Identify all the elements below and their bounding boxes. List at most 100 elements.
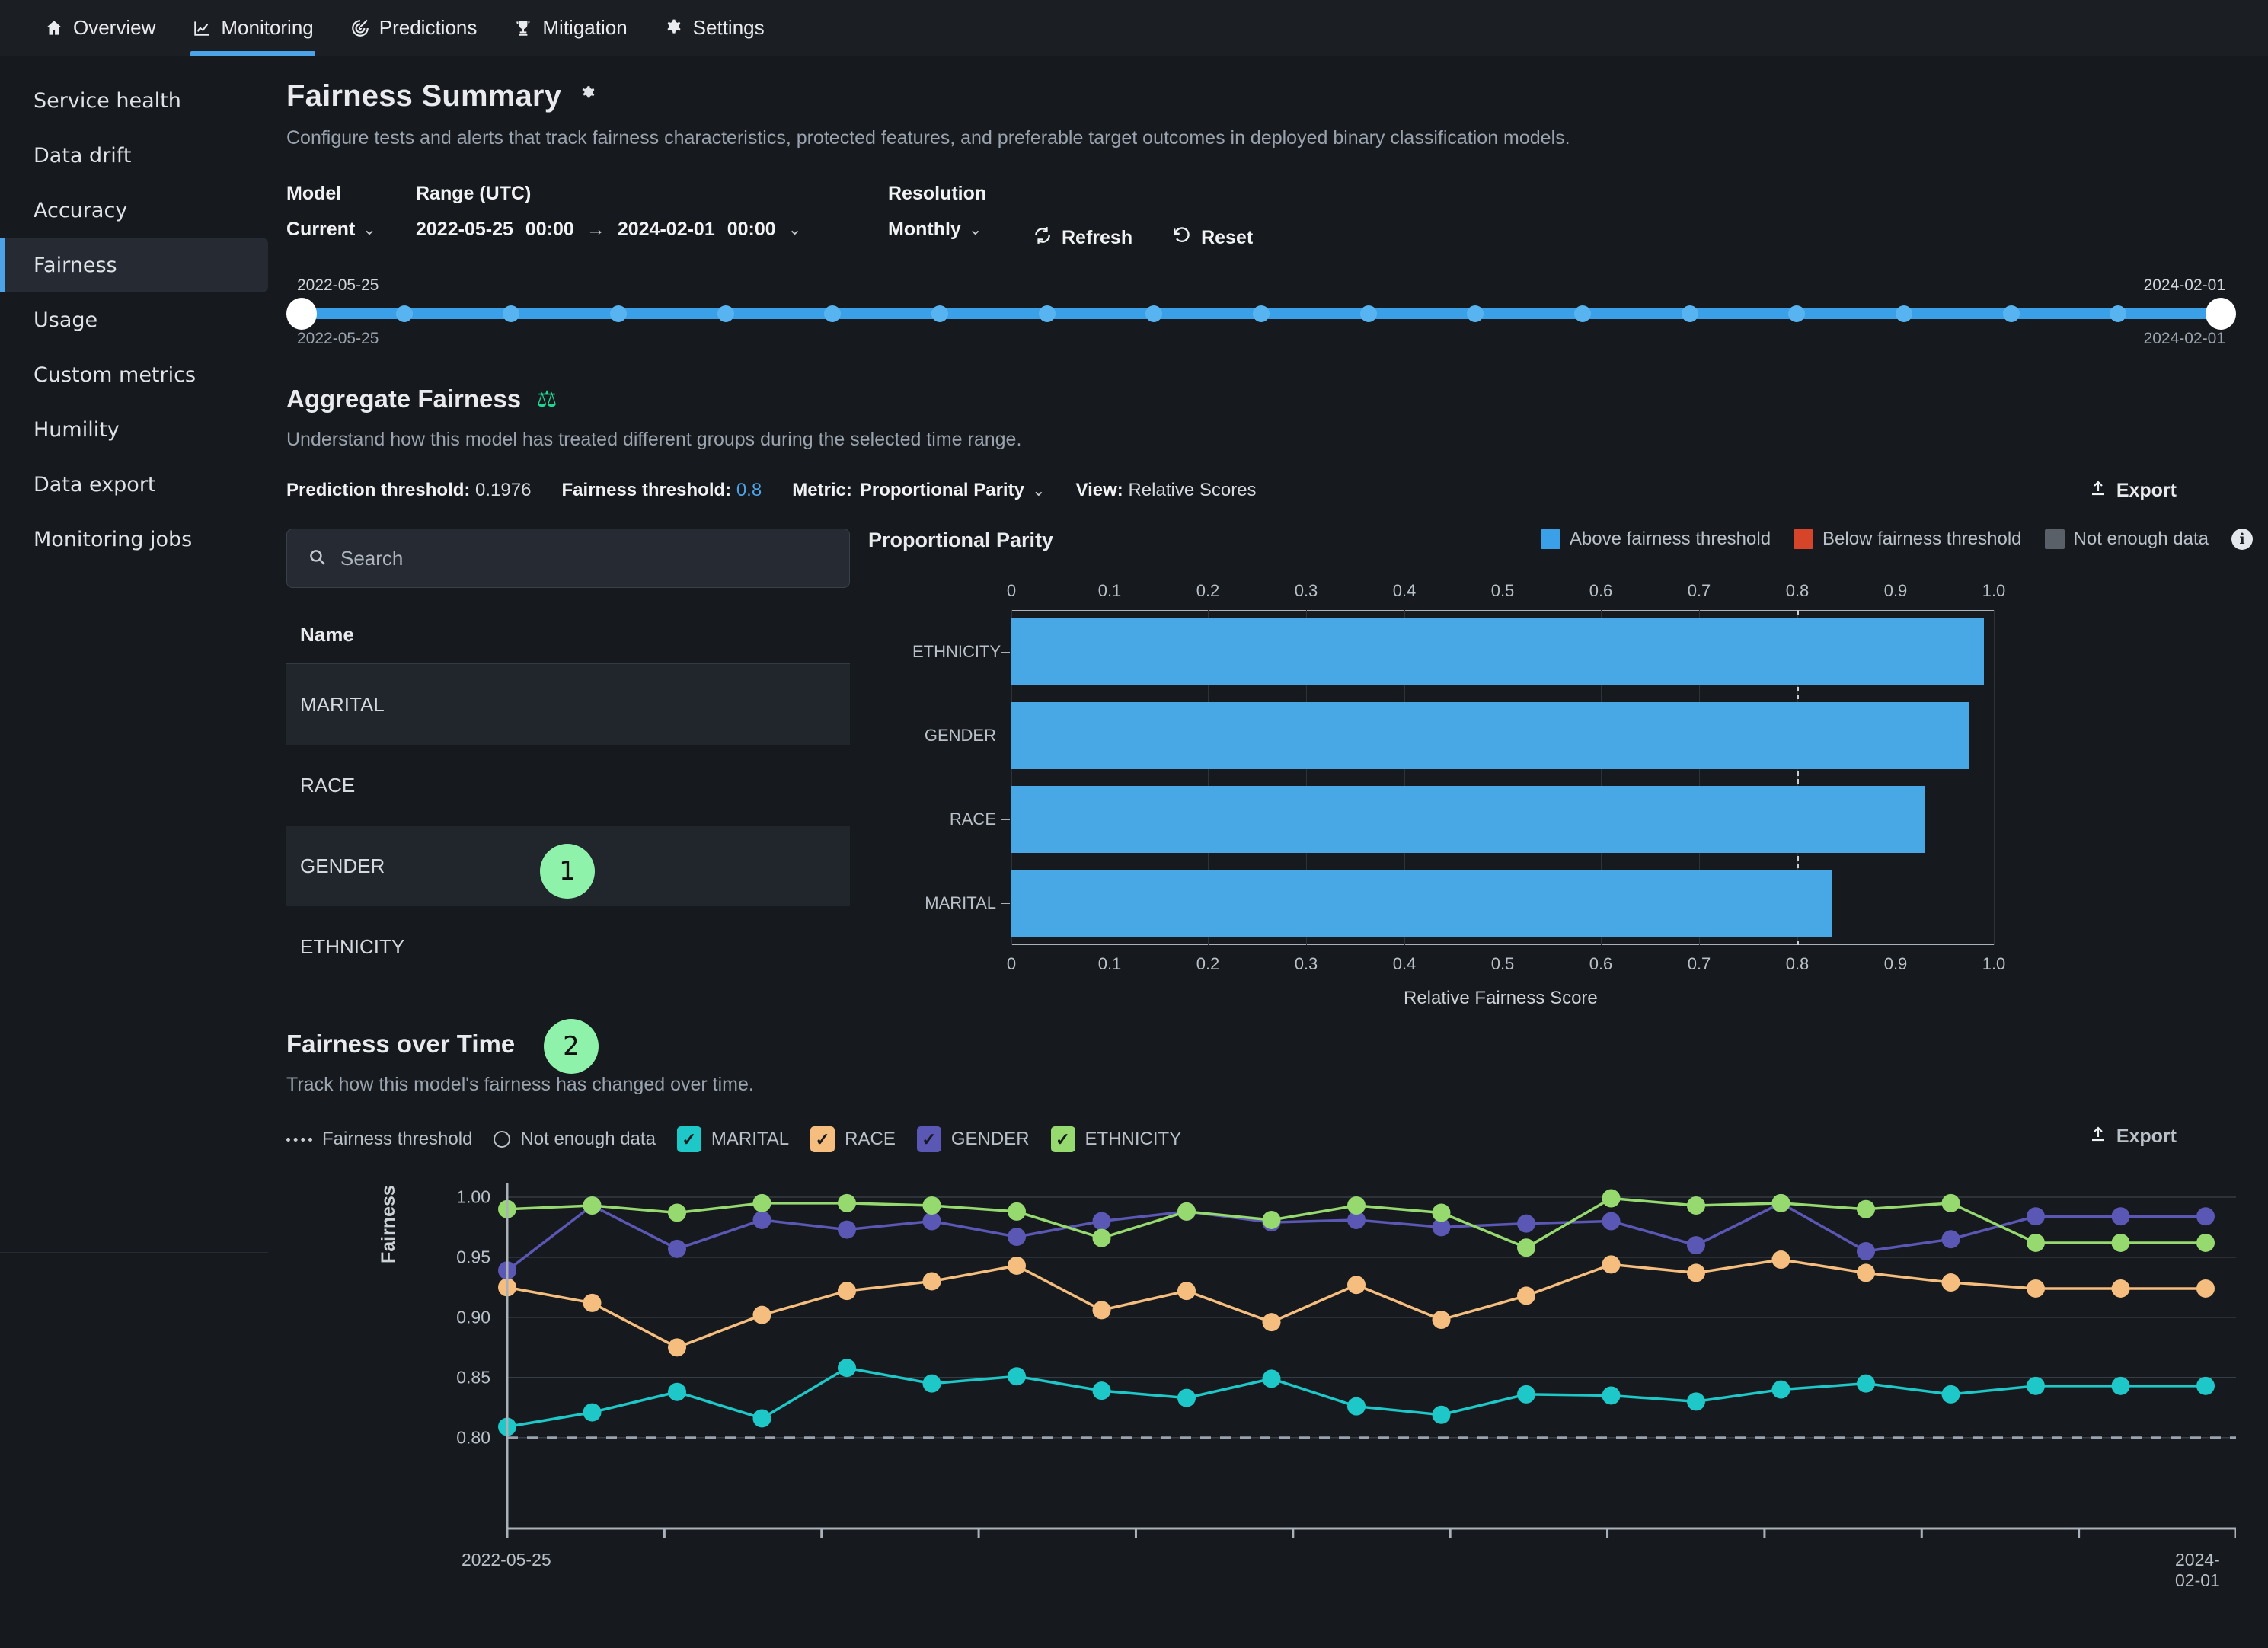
nav-item-overview[interactable]: Overview [26,0,174,56]
point-race[interactable] [1432,1311,1451,1329]
point-marital[interactable] [1857,1374,1875,1393]
point-ethnicity[interactable] [2027,1233,2045,1252]
point-marital[interactable] [1262,1369,1281,1388]
point-ethnicity[interactable] [1092,1228,1111,1247]
point-race[interactable] [1347,1276,1366,1295]
point-race[interactable] [838,1282,856,1301]
range-value-row[interactable]: 2022-05-25 00:00 → 2024-02-01 00:00 ⌄ [416,219,888,241]
point-ethnicity[interactable] [1941,1193,1960,1212]
point-marital[interactable] [922,1374,941,1393]
point-race[interactable] [583,1293,602,1312]
range-start-time[interactable]: 00:00 [525,219,574,240]
table-row[interactable]: MARITAL [286,664,850,745]
slider-tick[interactable] [1467,305,1484,322]
point-marital[interactable] [1687,1392,1705,1411]
point-marital[interactable] [2111,1376,2130,1395]
point-gender[interactable] [2196,1207,2215,1226]
point-race[interactable] [2111,1279,2130,1298]
bar-marital[interactable] [1011,870,1832,937]
range-end-date[interactable]: 2024-02-01 [617,219,715,240]
point-marital[interactable] [1092,1381,1111,1400]
slider-tick[interactable] [1145,305,1163,322]
bar-gender[interactable] [1011,702,1969,769]
point-race[interactable] [1008,1256,1026,1275]
point-race[interactable] [1602,1255,1621,1274]
sidebar-item-data-drift[interactable]: Data drift [0,128,268,183]
point-marital[interactable] [668,1382,686,1401]
point-marital[interactable] [1177,1388,1196,1407]
point-ethnicity[interactable] [1687,1196,1705,1215]
slider-tick[interactable] [1788,305,1806,322]
legend-item-above[interactable]: Above fairness threshold [1540,529,1771,550]
checkbox-gender[interactable]: ✓ [916,1126,941,1152]
range-start-date[interactable]: 2022-05-25 [416,219,513,240]
slider-tick[interactable] [1574,305,1591,322]
point-gender[interactable] [752,1210,771,1229]
point-gender[interactable] [1941,1230,1960,1249]
point-ethnicity[interactable] [583,1196,602,1215]
slider-tick[interactable] [1896,305,1912,322]
point-gender[interactable] [2027,1207,2045,1226]
point-race[interactable] [2196,1279,2215,1298]
point-race[interactable] [668,1338,686,1357]
point-ethnicity[interactable] [922,1196,941,1215]
slider-tick[interactable] [2110,305,2127,322]
checkbox-ethnicity[interactable]: ✓ [1050,1126,1075,1152]
slider-tick[interactable] [717,305,734,322]
point-gender[interactable] [1347,1210,1366,1229]
point-ethnicity[interactable] [1517,1238,1535,1257]
point-ethnicity[interactable] [1857,1199,1875,1218]
point-ethnicity[interactable] [2196,1233,2215,1252]
point-race[interactable] [1941,1273,1960,1292]
model-select[interactable]: Current ⌄ [286,219,416,241]
point-gender[interactable] [1008,1228,1026,1247]
point-ethnicity[interactable] [1771,1193,1790,1212]
resolution-select[interactable]: Monthly ⌄ [888,219,1033,241]
point-race[interactable] [1857,1263,1875,1282]
metric-select[interactable]: Metric: Proportional Parity ⌄ [792,480,1045,501]
table-row[interactable]: ETHNICITY [286,906,850,987]
point-marital[interactable] [583,1403,602,1422]
sidebar-item-fairness[interactable]: Fairness [0,238,268,292]
slider-tick[interactable] [610,305,627,322]
point-race[interactable] [752,1305,771,1324]
point-ethnicity[interactable] [1432,1203,1451,1222]
point-gender[interactable] [1687,1236,1705,1255]
point-gender[interactable] [1602,1212,1621,1231]
point-marital[interactable] [838,1359,856,1378]
point-ethnicity[interactable] [1008,1202,1026,1221]
legend-checkbox-gender[interactable]: ✓ GENDER [916,1126,1030,1152]
point-marital[interactable] [1771,1380,1790,1399]
point-marital[interactable] [2027,1376,2045,1395]
point-marital[interactable] [1941,1385,1960,1404]
point-gender[interactable] [1092,1212,1111,1231]
nav-item-settings[interactable]: Settings [646,0,783,56]
point-ethnicity[interactable] [1262,1210,1281,1229]
slider-handle-end[interactable] [2206,298,2236,330]
point-race[interactable] [922,1272,941,1291]
point-ethnicity[interactable] [1602,1189,1621,1208]
view-select[interactable]: View: Relative Scores [1076,480,1257,501]
point-marital[interactable] [1517,1385,1535,1404]
legend-checkbox-ethnicity[interactable]: ✓ ETHNICITY [1050,1126,1181,1152]
reset-button[interactable]: Reset [1172,225,1253,251]
slider-tick[interactable] [931,305,948,322]
point-ethnicity[interactable] [752,1193,771,1212]
legend-checkbox-race[interactable]: ✓ RACE [810,1126,896,1152]
line-race[interactable] [506,1258,2206,1349]
point-gender[interactable] [668,1239,686,1258]
chevron-down-icon[interactable]: ⌄ [787,221,802,238]
point-marital[interactable] [1347,1397,1366,1416]
point-race[interactable] [1771,1250,1790,1270]
point-ethnicity[interactable] [1177,1202,1196,1221]
point-gender[interactable] [1857,1242,1875,1260]
point-ethnicity[interactable] [1347,1196,1366,1215]
slider-tick[interactable] [395,305,413,322]
point-marital[interactable] [1008,1367,1026,1386]
point-ethnicity[interactable] [838,1193,856,1212]
point-race[interactable] [2027,1279,2045,1298]
sidebar-item-data-export[interactable]: Data export [0,457,268,512]
time-range-slider[interactable]: 2022-05-25 2022-05-25 2024-02-01 2024-02… [286,276,2236,353]
point-race[interactable] [1687,1263,1705,1282]
sidebar-item-custom-metrics[interactable]: Custom metrics [0,347,268,402]
